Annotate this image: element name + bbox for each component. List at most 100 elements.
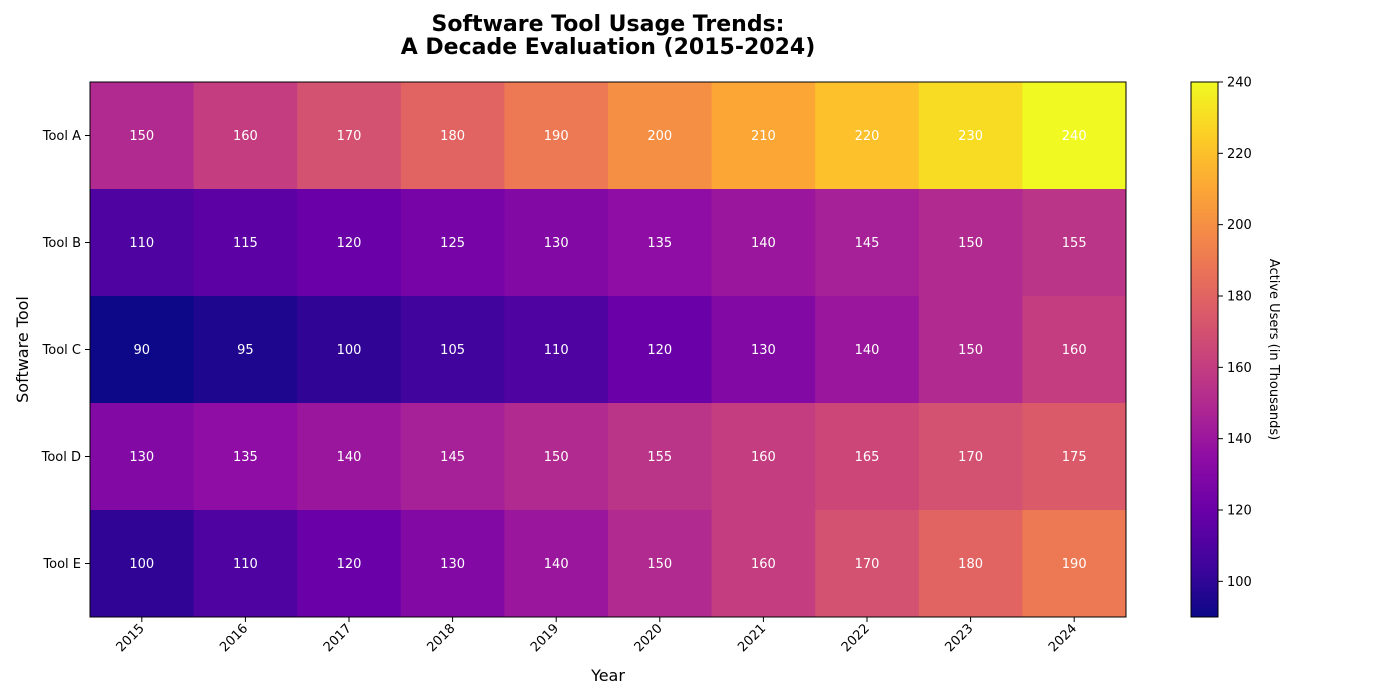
- cell-value-label: 160: [751, 450, 776, 465]
- heatmap-cell: [918, 189, 1023, 297]
- heatmap-cell: [193, 189, 298, 297]
- colorbar-tick-label: 200: [1227, 218, 1252, 233]
- heatmap-cell-labels: 150 160 170 180 190 200 210 220 230 240 110 115 120 1…: [129, 129, 1086, 572]
- heatmap-cell: [400, 510, 505, 618]
- y-tick-label: Tool E: [42, 557, 81, 572]
- cell-value-label: 170: [337, 129, 362, 144]
- cell-value-label: 130: [129, 450, 154, 465]
- heatmap-cell: [1022, 296, 1127, 404]
- colorbar-tick-label: 120: [1227, 504, 1252, 519]
- heatmap-cell: [400, 296, 505, 404]
- cell-value-label: 240: [1062, 129, 1087, 144]
- heatmap-cell: [815, 403, 920, 511]
- heatmap-cell: [815, 296, 920, 404]
- heatmap-cell: [297, 189, 402, 297]
- cell-value-label: 180: [958, 557, 983, 572]
- heatmap-cell: [1022, 82, 1127, 190]
- cell-value-label: 120: [337, 236, 362, 251]
- heatmap-cell: [400, 403, 505, 511]
- heatmap-cell: [711, 296, 816, 404]
- cell-value-label: 140: [751, 236, 776, 251]
- heatmap-cell: [297, 510, 402, 618]
- colorbar-tick-label: 220: [1227, 147, 1252, 162]
- heatmap-cell: [815, 82, 920, 190]
- x-tick-label: 2020: [632, 621, 666, 655]
- cell-value-label: 110: [129, 236, 154, 251]
- heatmap-cell: [918, 296, 1023, 404]
- cell-value-label: 190: [544, 129, 569, 144]
- cell-value-label: 105: [440, 343, 465, 358]
- heatmap-cell: [90, 189, 195, 297]
- heatmap-cell: [90, 296, 195, 404]
- cell-value-label: 100: [337, 343, 362, 358]
- cell-value-label: 160: [751, 557, 776, 572]
- colorbar-label: Active Users (in Thousands): [1266, 259, 1281, 440]
- cell-value-label: 145: [440, 450, 465, 465]
- cell-value-label: 230: [958, 129, 983, 144]
- heatmap-cell: [711, 82, 816, 190]
- cell-value-label: 160: [1062, 343, 1087, 358]
- y-tick-label: Tool B: [42, 236, 81, 251]
- heatmap-cell: [90, 510, 195, 618]
- heatmap-cell: [90, 403, 195, 511]
- heatmap-cell: [400, 82, 505, 190]
- cell-value-label: 140: [544, 557, 569, 572]
- heatmap-cell: [608, 510, 713, 618]
- y-axis-ticks: Tool A Tool B Tool C Tool D Tool E: [41, 129, 90, 572]
- cell-value-label: 150: [129, 129, 154, 144]
- cell-value-label: 170: [855, 557, 880, 572]
- heatmap-cell: [297, 82, 402, 190]
- x-tick-label: 2018: [424, 621, 458, 655]
- heatmap-cell: [504, 82, 609, 190]
- x-tick-label: 2016: [217, 621, 251, 655]
- cell-value-label: 165: [855, 450, 880, 465]
- heatmap-cell: [297, 403, 402, 511]
- heatmap-cell: [504, 510, 609, 618]
- heatmap-cell: [815, 189, 920, 297]
- heatmap-cells: [90, 82, 1127, 618]
- heatmap-cell: [193, 296, 298, 404]
- heatmap-cell: [918, 510, 1023, 618]
- heatmap-cell: [504, 189, 609, 297]
- y-tick-label: Tool A: [42, 129, 81, 144]
- heatmap-cell: [90, 82, 195, 190]
- heatmap-cell: [918, 82, 1023, 190]
- cell-value-label: 150: [544, 450, 569, 465]
- heatmap-cell: [193, 403, 298, 511]
- cell-value-label: 170: [958, 450, 983, 465]
- heatmap-cell: [608, 296, 713, 404]
- heatmap-cell: [504, 403, 609, 511]
- colorbar-tick-label: 140: [1227, 432, 1252, 447]
- heatmap-cell: [608, 189, 713, 297]
- x-tick-label: 2022: [839, 621, 873, 655]
- cell-value-label: 130: [751, 343, 776, 358]
- cell-value-label: 120: [647, 343, 672, 358]
- cell-value-label: 125: [440, 236, 465, 251]
- cell-value-label: 130: [544, 236, 569, 251]
- colorbar-tick-label: 180: [1227, 290, 1252, 305]
- heatmap-cell: [711, 403, 816, 511]
- heatmap-cell: [711, 189, 816, 297]
- heatmap-cell: [608, 403, 713, 511]
- x-tick-label: 2017: [321, 621, 355, 655]
- x-tick-label: 2021: [735, 621, 769, 655]
- heatmap-cell: [1022, 189, 1127, 297]
- heatmap-cell: [711, 510, 816, 618]
- y-axis-label: Software Tool: [13, 296, 32, 403]
- x-axis-label: Year: [590, 666, 625, 685]
- cell-value-label: 150: [958, 343, 983, 358]
- cell-value-label: 150: [958, 236, 983, 251]
- heatmap-cell: [297, 296, 402, 404]
- cell-value-label: 120: [337, 557, 362, 572]
- cell-value-label: 150: [647, 557, 672, 572]
- colorbar-tick-label: 100: [1227, 575, 1252, 590]
- heatmap-cell: [193, 510, 298, 618]
- cell-value-label: 145: [855, 236, 880, 251]
- x-tick-label: 2024: [1046, 621, 1080, 655]
- cell-value-label: 155: [647, 450, 672, 465]
- heatmap-cell: [1022, 403, 1127, 511]
- x-axis-ticks: 2015 2016 2017 2018 2019 2020 2021 2022 2023 2024: [114, 617, 1080, 655]
- cell-value-label: 155: [1062, 236, 1087, 251]
- cell-value-label: 140: [855, 343, 880, 358]
